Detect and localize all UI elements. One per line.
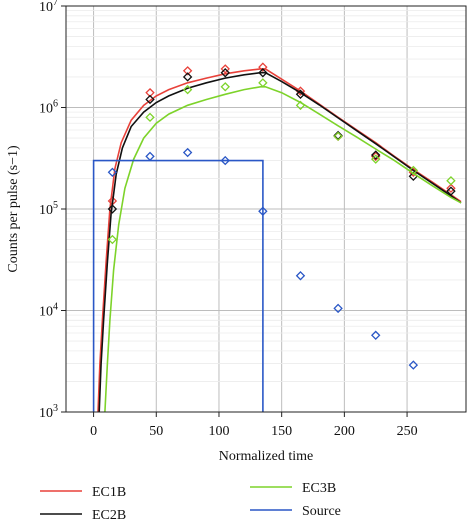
legend-label: EC1B: [92, 485, 126, 500]
series-source-marker: [370, 330, 381, 340]
series-ec1b-marker: [258, 62, 268, 72]
x-tick-label: 100: [208, 424, 229, 439]
series-ec1b-marker: [182, 66, 193, 76]
legend: EC1B EC2B EC3B Source: [40, 481, 341, 523]
series-ec2b-marker: [145, 94, 155, 105]
series-ec2b-marker: [258, 68, 268, 78]
series-layer: [92, 62, 462, 413]
series-ec3b-marker: [370, 154, 381, 164]
y-tick-label: 103: [39, 403, 58, 421]
series-ec1b-marker: [295, 86, 306, 96]
series-ec3b-marker: [333, 131, 343, 142]
series-ec3b-marker: [408, 165, 419, 176]
series-ec3b-marker: [258, 78, 268, 88]
series-ec3b-marker: [182, 84, 193, 95]
series-source-marker: [107, 167, 118, 178]
series-ec3b-marker: [145, 112, 155, 123]
series-source-marker: [182, 147, 193, 158]
legend-label: Source: [302, 504, 341, 519]
x-tick-label: 0: [90, 424, 97, 439]
series-source-marker: [295, 271, 306, 281]
legend-label: EC3B: [302, 481, 336, 496]
x-tick-label: 150: [271, 424, 292, 439]
tick-layer: 0 50 100 150 200 250 103 104 105 106 107: [39, 0, 418, 439]
y-tick-label: 106: [39, 99, 58, 117]
series-ec1b-marker: [446, 183, 456, 194]
series-ec3b-marker: [295, 100, 306, 111]
series-ec2b-marker: [370, 150, 381, 160]
legend-label: EC2B: [92, 508, 126, 523]
series-ec1b-marker: [370, 151, 381, 162]
series-ec3b-line: [104, 86, 462, 413]
series-ec2b-marker: [107, 204, 118, 214]
series-ec3b-marker: [446, 175, 456, 186]
series-ec3b-marker: [220, 82, 230, 92]
y-tick-label: 107: [39, 0, 58, 15]
y-tick-label: 105: [39, 200, 58, 218]
series-ec2b-marker: [446, 186, 456, 196]
series-ec2b-marker: [182, 72, 193, 82]
y-tick-label: 104: [39, 302, 58, 320]
series-source-marker: [258, 206, 268, 216]
x-tick-label: 250: [397, 424, 418, 439]
y-axis-label: Counts per pulse (s−1): [6, 145, 21, 273]
series-source-marker: [220, 155, 230, 166]
x-tick-label: 50: [149, 424, 163, 439]
series-ec2b-line: [98, 71, 462, 413]
x-tick-label: 200: [334, 424, 355, 439]
series-ec3b-marker: [107, 234, 118, 245]
series-ec2b-marker: [295, 89, 306, 99]
series-ec1b-marker: [220, 64, 230, 74]
series-source-marker: [408, 360, 419, 370]
series-ec2b-marker: [220, 68, 230, 78]
series-source-marker: [333, 303, 343, 314]
x-axis-label: Normalized time: [219, 449, 313, 464]
series-source-line: [92, 159, 264, 412]
series-source-marker: [145, 151, 155, 162]
